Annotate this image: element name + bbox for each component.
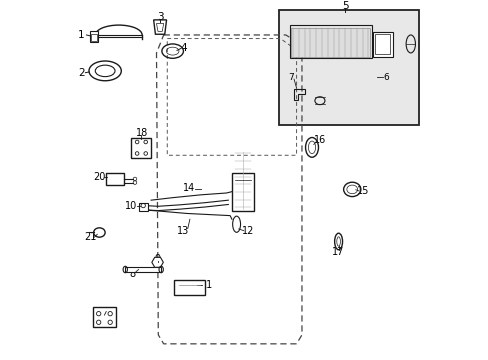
Bar: [290, 28, 369, 57]
Bar: [125, 267, 161, 273]
Bar: [290, 25, 371, 58]
Bar: [131, 138, 151, 158]
Text: 20: 20: [93, 172, 105, 182]
Bar: [93, 307, 116, 327]
Text: 18: 18: [136, 128, 148, 138]
Text: 14: 14: [183, 183, 195, 193]
Text: 6: 6: [383, 73, 388, 82]
Bar: [174, 280, 204, 295]
Text: 8: 8: [129, 269, 135, 279]
FancyBboxPatch shape: [372, 32, 392, 57]
Text: 1: 1: [78, 30, 84, 40]
Text: 9: 9: [154, 255, 161, 265]
Text: 11: 11: [200, 280, 212, 289]
Text: 4: 4: [180, 42, 186, 53]
FancyBboxPatch shape: [374, 34, 389, 54]
Text: 17: 17: [332, 247, 344, 257]
Text: 12: 12: [242, 226, 254, 236]
Text: 2: 2: [78, 68, 84, 78]
Bar: [139, 203, 147, 211]
Text: 13: 13: [177, 226, 189, 236]
Text: 10: 10: [125, 201, 137, 211]
Text: 15: 15: [356, 186, 368, 196]
Text: 19: 19: [95, 312, 107, 323]
Bar: [231, 173, 254, 211]
Text: 5: 5: [341, 1, 347, 11]
FancyBboxPatch shape: [90, 31, 98, 42]
Text: 3: 3: [157, 12, 163, 22]
Text: 16: 16: [313, 135, 325, 145]
FancyBboxPatch shape: [91, 33, 96, 41]
Bar: [106, 173, 124, 185]
Text: 21: 21: [84, 232, 97, 242]
Text: 7: 7: [288, 73, 293, 82]
Bar: [278, 10, 418, 125]
